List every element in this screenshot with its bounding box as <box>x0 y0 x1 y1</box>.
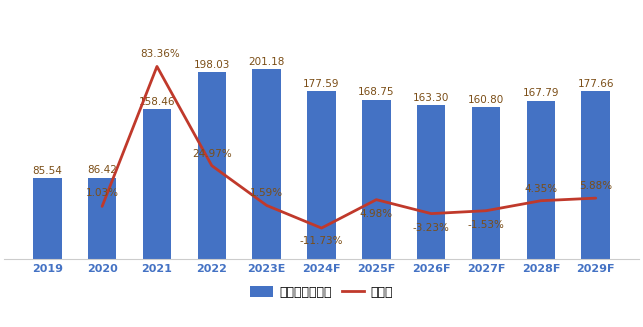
Text: 1.03%: 1.03% <box>86 188 118 198</box>
Text: 24.97%: 24.97% <box>192 149 231 159</box>
Text: 177.59: 177.59 <box>303 79 340 89</box>
Text: 158.46: 158.46 <box>139 97 175 107</box>
Legend: 销售额（亿元）, 增长率: 销售额（亿元）, 增长率 <box>245 281 398 304</box>
Text: 86.42: 86.42 <box>87 165 117 175</box>
Bar <box>197 72 226 259</box>
Text: 177.66: 177.66 <box>577 79 614 89</box>
Text: 198.03: 198.03 <box>194 60 230 70</box>
Text: 4.98%: 4.98% <box>360 209 393 219</box>
Text: 201.18: 201.18 <box>248 57 285 67</box>
Bar <box>143 110 171 259</box>
Bar <box>581 91 610 259</box>
Text: -1.53%: -1.53% <box>467 220 505 231</box>
Text: 4.35%: 4.35% <box>524 184 557 194</box>
Text: 163.30: 163.30 <box>413 93 449 103</box>
Text: -11.73%: -11.73% <box>300 236 343 246</box>
Text: 160.80: 160.80 <box>468 95 504 105</box>
Bar <box>472 107 500 259</box>
Bar <box>527 101 555 259</box>
Bar <box>362 100 390 259</box>
Text: -3.23%: -3.23% <box>413 223 449 233</box>
Bar <box>33 178 62 259</box>
Bar <box>417 105 446 259</box>
Text: 5.88%: 5.88% <box>579 181 612 191</box>
Bar <box>253 69 281 259</box>
Text: 83.36%: 83.36% <box>140 49 179 60</box>
Bar <box>307 92 336 259</box>
Text: 1.59%: 1.59% <box>250 188 283 198</box>
Text: 85.54: 85.54 <box>32 166 62 176</box>
Bar <box>88 178 116 259</box>
Text: 167.79: 167.79 <box>523 88 559 98</box>
Text: 168.75: 168.75 <box>358 87 395 97</box>
